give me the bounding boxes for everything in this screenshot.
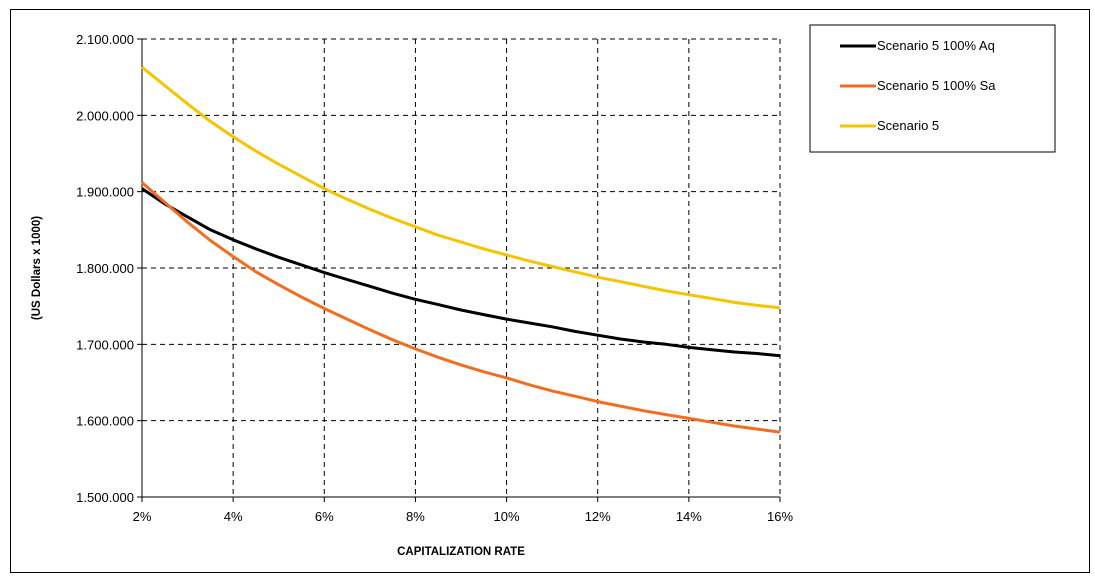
axes (137, 38, 781, 502)
y-tick-label: 2.000.000 (76, 108, 134, 123)
x-tick-label: 14% (676, 509, 702, 524)
series-line-scenario5 (141, 66, 781, 310)
legend-label-sa: Scenario 5 100% Sa (877, 78, 996, 93)
series-line-sa (141, 181, 781, 434)
x-axis-title: CAPITALIZATION RATE (397, 546, 525, 558)
legend-label-scenario5: Scenario 5 (877, 118, 939, 133)
x-tick-label: 10% (494, 509, 520, 524)
y-tick-label: 1.900.000 (76, 185, 134, 200)
x-tick-label: 16% (767, 509, 793, 524)
grid (142, 38, 781, 497)
x-tick-label: 12% (585, 509, 611, 524)
y-axis-title: (US Dollars x 1000) (31, 216, 43, 320)
x-tick-label: 2% (133, 509, 152, 524)
x-tick-label: 6% (315, 509, 334, 524)
series-line-aq (141, 187, 781, 358)
legend-item-aq: Scenario 5 100% Aq (840, 38, 995, 53)
x-tick-label: 4% (224, 509, 243, 524)
y-tick-label: 1.500.000 (76, 490, 134, 505)
legend: Scenario 5 100% Aq Scenario 5 100% Sa Sc… (809, 24, 1056, 153)
tick-labels: 2% 4% 6% 8% 10% 12% 14% 16% 1.500.000 1.600.000 1.… (76, 32, 793, 524)
y-tick-label: 1.700.000 (76, 337, 134, 352)
legend-item-sa: Scenario 5 100% Sa (840, 78, 996, 93)
y-tick-label: 1.600.000 (76, 414, 134, 429)
series-lines (141, 66, 781, 434)
legend-label-aq: Scenario 5 100% Aq (877, 38, 995, 53)
x-tick-label: 8% (406, 509, 425, 524)
y-tick-label: 2.100.000 (76, 32, 134, 47)
y-tick-label: 1.800.000 (76, 261, 134, 276)
legend-item-scenario5: Scenario 5 (840, 118, 939, 133)
